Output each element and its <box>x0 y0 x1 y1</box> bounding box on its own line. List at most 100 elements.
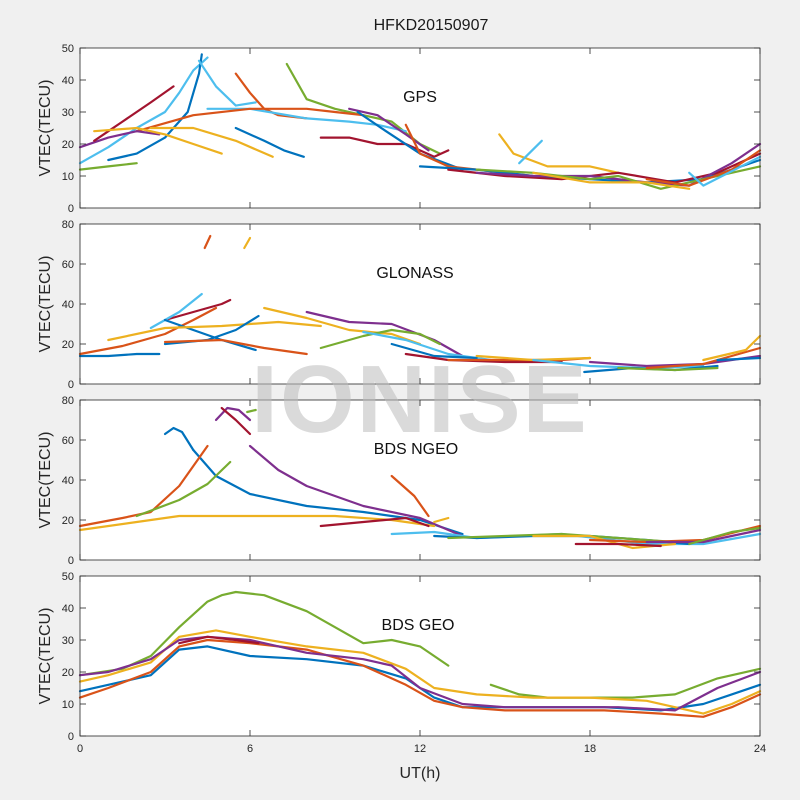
series-line-0 <box>203 234 212 250</box>
y-tick-label: 20 <box>62 339 74 351</box>
series-line-17 <box>498 133 620 174</box>
series-line-15 <box>356 110 464 171</box>
x-axis-label: UT(h) <box>400 765 441 782</box>
y-tick-label: 0 <box>68 379 74 391</box>
panel-1: 0 20 40 60 80 VTEC(TECU) GLONASS <box>37 219 762 391</box>
panel-2: 0 20 40 60 80 VTEC(TECU) BDS NGEO <box>37 395 762 567</box>
series-line-22 <box>645 346 762 370</box>
y-tick-label: 20 <box>62 515 74 527</box>
series-line-3 <box>78 638 762 718</box>
x-tick-label: 6 <box>247 743 253 755</box>
series-line-18 <box>518 139 543 165</box>
series-line-1 <box>107 53 203 162</box>
y-tick-label: 20 <box>62 667 74 679</box>
y-tick-label: 10 <box>62 699 74 711</box>
series-line-5 <box>78 635 762 712</box>
panel-label: GLONASS <box>376 265 453 282</box>
figure-title: HFKD20150907 <box>374 17 489 34</box>
series-line-2 <box>78 444 209 528</box>
series-line-24 <box>716 356 762 362</box>
y-tick-label: 40 <box>62 475 74 487</box>
y-tick-label: 60 <box>62 259 74 271</box>
y-tick-label: 0 <box>68 203 74 215</box>
series-line-21 <box>617 366 719 372</box>
y-axis-label: VTEC(TECU) <box>37 608 54 705</box>
x-tick-label: 18 <box>584 743 596 755</box>
series-line-0 <box>78 56 209 165</box>
series-line-14 <box>390 342 478 360</box>
x-tick-label: 24 <box>754 743 766 755</box>
y-tick-label: 80 <box>62 219 74 231</box>
y-tick-label: 40 <box>62 603 74 615</box>
panel-label: BDS NGEO <box>374 441 458 458</box>
series-line-4 <box>248 444 464 538</box>
series-line-14 <box>348 107 430 152</box>
series-line-6 <box>135 107 365 133</box>
series-line-13 <box>319 136 450 158</box>
y-tick-label: 50 <box>62 571 74 583</box>
y-tick-label: 0 <box>68 555 74 567</box>
series-line-2 <box>197 59 257 107</box>
panel-0: 0 10 20 30 40 50 VTEC(TECU) GPS <box>37 43 762 215</box>
series-line-6 <box>163 318 257 352</box>
y-tick-label: 80 <box>62 395 74 407</box>
series-line-3 <box>214 406 252 422</box>
y-tick-label: 0 <box>68 731 74 743</box>
series-line-10 <box>263 306 422 346</box>
series-line-11 <box>234 126 305 158</box>
y-tick-label: 50 <box>62 43 74 55</box>
x-tick-label: 12 <box>414 743 426 755</box>
series-line-0 <box>163 426 195 452</box>
series-line-7 <box>107 320 322 342</box>
series-line-10 <box>149 126 274 158</box>
series-line-5 <box>149 292 203 330</box>
y-tick-label: 60 <box>62 435 74 447</box>
series-line-23 <box>532 171 691 190</box>
x-tick-label: 0 <box>77 743 83 755</box>
series-line-9 <box>163 338 308 356</box>
y-axis-label: VTEC(TECU) <box>37 80 54 177</box>
y-tick-label: 20 <box>62 139 74 151</box>
series-line-18 <box>645 528 762 544</box>
series-line-14 <box>447 532 677 544</box>
panel-3: 0 6 12 18 24 0 10 20 30 40 50 VTEC(TECU) BDS GEO <box>37 571 766 755</box>
series-line-5 <box>220 406 252 436</box>
y-axis-label: VTEC(TECU) <box>37 432 54 529</box>
series-line-25 <box>688 155 762 187</box>
series-line-19 <box>688 526 762 546</box>
y-tick-label: 40 <box>62 299 74 311</box>
series-line-12 <box>319 328 441 350</box>
series-line-17 <box>574 542 662 548</box>
series-line-20 <box>447 152 762 184</box>
ionise-watermark: IONISE <box>251 346 588 453</box>
plot-area <box>80 224 760 384</box>
series-line-1 <box>489 667 762 699</box>
series-line-6 <box>178 635 260 645</box>
series-line-9 <box>319 516 430 528</box>
y-tick-label: 40 <box>62 75 74 87</box>
y-axis-label: VTEC(TECU) <box>37 256 54 353</box>
series-line-10 <box>390 474 430 518</box>
series-line-24 <box>645 149 762 187</box>
panel-label: BDS GEO <box>382 617 455 634</box>
y-tick-label: 10 <box>62 171 74 183</box>
series-line-1 <box>243 236 252 250</box>
series-line-7 <box>78 130 161 149</box>
y-tick-label: 30 <box>62 635 74 647</box>
series-line-0 <box>78 590 450 677</box>
series-line-11 <box>305 310 464 358</box>
series-line-11 <box>433 516 450 524</box>
series-line-9 <box>93 126 223 155</box>
series-line-6 <box>246 408 257 414</box>
series-line-23 <box>702 334 762 362</box>
y-tick-label: 30 <box>62 107 74 119</box>
plot-area <box>80 576 760 736</box>
series-line-12 <box>78 162 138 171</box>
series-line-2 <box>78 352 161 358</box>
series-line-4 <box>163 298 232 322</box>
panel-label: GPS <box>403 89 437 106</box>
series-line-7 <box>135 460 232 518</box>
series-line-3 <box>78 306 218 356</box>
